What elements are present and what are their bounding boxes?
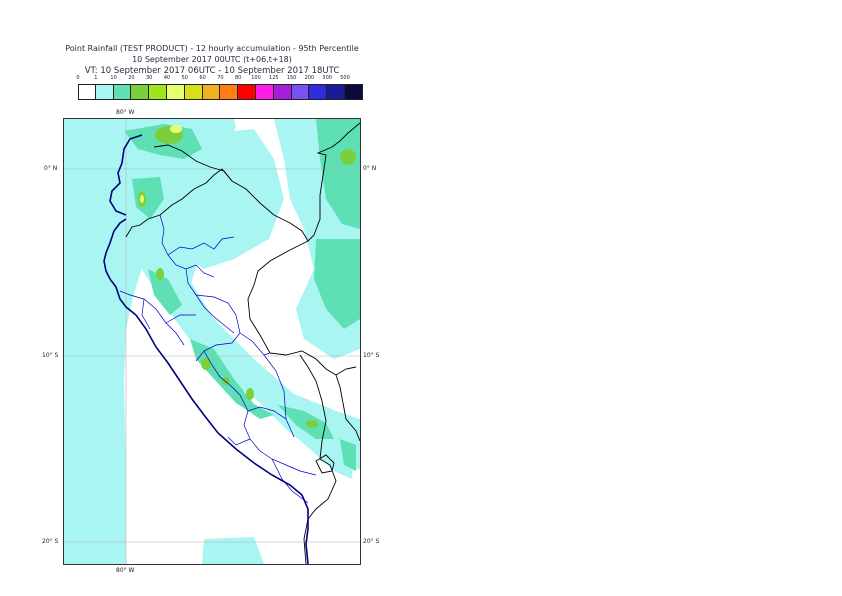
legend-tick-label: 125 [269,75,279,81]
heavy-rain-core-andes-d [306,420,318,428]
legend-tick-label: 70 [217,75,224,81]
pacific-coastline [103,218,309,564]
very-heavy-rain-core-northwest [140,195,144,203]
southern-rain-strip [202,537,264,564]
moderate-rain-brazil [314,239,360,329]
moderate-rain-east [316,119,360,229]
peru-colombia-brazil-border [231,122,360,242]
legend-swatch [220,84,239,100]
legend-tick-label: 30 [146,75,153,81]
legend-tick-label: 500 [340,75,350,81]
moderate-rain-andes-south [278,405,334,439]
bolivia-chile-border [303,518,309,564]
peru-bolivia-border [299,354,337,520]
legend-tick-label: 150 [286,75,297,81]
very-heavy-rain-core-north [170,125,182,133]
legend-swatch [256,84,274,100]
map-canvas [64,119,360,564]
legend-tick-label: 40 [163,75,171,81]
legend-tick-label: 20 [128,75,135,81]
ecuador-peru-border [125,168,233,238]
legend-swatch [291,84,310,100]
run-time-subtitle: 10 September 2017 00UTC (t+06,t+18) [132,55,292,64]
legend-swatch [131,84,150,100]
rainfall-map [63,118,361,565]
legend-tick-label: 0 [76,75,80,81]
legend-swatch [95,84,114,100]
latitude-label-left-10s: 10° S [42,352,59,359]
heavy-rain-core-andes-a [156,268,164,280]
legend-swatch [202,84,221,100]
department-borders-central [195,294,271,386]
longitude-label-bottom: 80° W [116,567,135,574]
legend-tick-label: 50 [181,75,188,81]
legend-swatch [309,84,328,100]
legend-swatch [78,84,96,100]
legend-tick-label: 200 [304,75,315,81]
map-title: Point Rainfall (TEST PRODUCT) - 12 hourl… [65,44,359,53]
department-borders-south [227,354,317,504]
moderate-rain-southeast [340,439,356,471]
heavy-rain-core-andes-b [201,358,211,370]
legend-swatch [167,84,185,100]
latitude-label-right-0n: 0° N [363,165,377,172]
legend-tick-label: 10 [110,75,117,81]
legend-tick-label: 300 [322,75,332,81]
legend-swatch [184,84,203,100]
peru-brazil-border [247,240,357,376]
latitude-label-left-20s: 20° S [42,538,59,545]
legend-swatch [149,84,167,100]
north-rain-field [154,129,284,269]
legend-swatch [113,84,132,100]
legend-swatch [345,84,363,100]
heavy-rain-core-east [340,149,356,165]
moderate-rain-andes-north [148,269,182,315]
ecuador-coastline [109,134,143,216]
bolivia-brazil-border [335,374,360,442]
lake-titicaca [315,454,335,474]
heavy-rain-core-andes-c [246,388,254,400]
ocean-rain-field [64,119,236,564]
latitude-label-left-0n: 0° N [44,165,58,172]
legend-tick-label: 100 [251,75,261,81]
valid-time-subtitle: VT: 10 September 2017 06UTC - 10 Septemb… [84,66,340,76]
legend-tick-label: 1 [94,75,98,81]
moderate-rain-northwest [132,177,164,219]
longitude-label-top: 80° W [116,109,135,116]
latitude-label-right-10s: 10° S [363,352,380,359]
legend-swatch [273,84,292,100]
legend-swatch [327,84,345,100]
legend-tick-label: 60 [199,75,206,81]
legend-swatch [238,84,256,100]
department-borders-coast [119,290,196,346]
legend-tick-label: 80 [235,75,242,81]
latitude-label-right-20s: 20° S [363,538,380,545]
moderate-rain-andes-central [190,339,274,419]
